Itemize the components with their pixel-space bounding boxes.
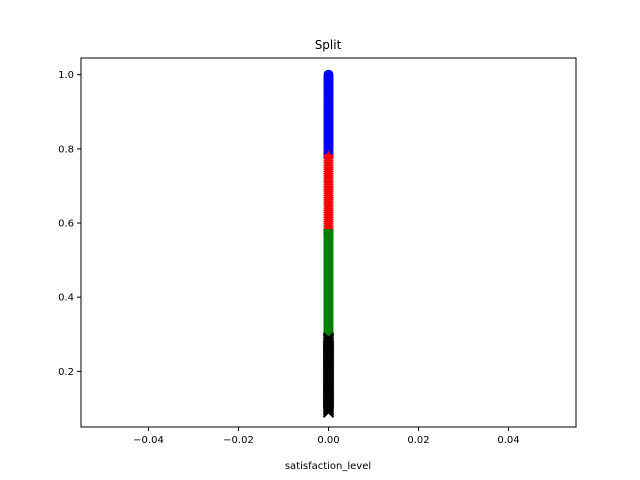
y-tick-label: 0.2 bbox=[58, 367, 74, 378]
data-point bbox=[322, 332, 335, 344]
y-tick-label: 0.4 bbox=[58, 293, 74, 304]
y-tick-label: 0.8 bbox=[58, 144, 74, 155]
data-point bbox=[322, 334, 335, 346]
y-tick-label: 0.6 bbox=[58, 219, 74, 230]
x-tick-label: 0.02 bbox=[407, 435, 429, 446]
y-axis: 0.2 0.4 0.6 0.8 1.0 bbox=[58, 70, 81, 378]
x-axis: −0.04 −0.02 0.00 0.02 0.04 bbox=[133, 427, 520, 446]
series-2 bbox=[323, 229, 334, 343]
series-0 bbox=[323, 69, 334, 162]
x-tick-label: −0.04 bbox=[133, 435, 164, 446]
y-tick-label: 1.0 bbox=[58, 70, 74, 81]
plot-area bbox=[322, 69, 335, 418]
series-1 bbox=[322, 150, 335, 240]
x-tick-label: −0.02 bbox=[223, 435, 254, 446]
chart-title: Split bbox=[315, 38, 342, 52]
x-tick-label: 0.00 bbox=[317, 435, 339, 446]
x-axis-label: satisfaction_level bbox=[285, 461, 371, 472]
data-point bbox=[322, 335, 335, 348]
x-tick-label: 0.04 bbox=[497, 435, 519, 446]
data-point bbox=[323, 229, 334, 240]
series-3 bbox=[322, 332, 335, 418]
data-point bbox=[323, 69, 334, 80]
data-point bbox=[322, 150, 335, 162]
